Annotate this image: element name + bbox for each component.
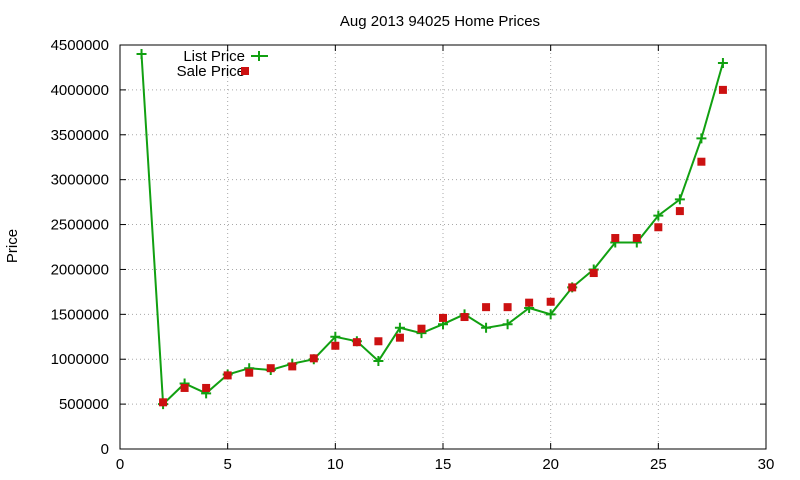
- y-tick-label: 1000000: [51, 351, 109, 368]
- y-tick-label: 1500000: [51, 306, 109, 323]
- series-line-list-price: [140, 53, 724, 407]
- sale-price-point: [331, 341, 340, 350]
- legend-label-list-price: List Price: [183, 48, 245, 65]
- x-tick-label: 10: [327, 456, 344, 473]
- y-tick-label: 2000000: [51, 261, 109, 278]
- sale-price-point: [374, 337, 383, 346]
- x-tick-label: 20: [542, 456, 559, 473]
- list-price-point: [696, 133, 707, 144]
- list-price-point: [373, 356, 384, 367]
- y-tick-label: 4500000: [51, 37, 109, 54]
- list-price-point: [394, 322, 405, 333]
- sale-price-point: [611, 234, 620, 243]
- sale-price-point: [309, 354, 318, 363]
- x-tick-label: 30: [758, 456, 775, 473]
- y-tick-label: 0: [101, 441, 109, 458]
- sale-price-point: [159, 398, 168, 407]
- y-tick-label: 3000000: [51, 172, 109, 189]
- legend-swatch-sale-price: [241, 67, 249, 75]
- sale-price-point: [223, 371, 232, 380]
- sale-price-point: [439, 313, 447, 322]
- x-tick-label: 0: [116, 456, 124, 473]
- list-price-point: [717, 57, 728, 68]
- sale-price-point: [503, 303, 512, 312]
- legend: List Price Sale Price: [177, 48, 268, 80]
- list-price-point: [674, 194, 685, 205]
- sale-price-point: [568, 283, 577, 292]
- plot-area: [136, 48, 728, 410]
- sale-price-point: [180, 383, 189, 392]
- list-price-point: [545, 309, 556, 320]
- chart-title: Aug 2013 94025 Home Prices: [340, 13, 540, 30]
- plot-frame: [119, 44, 767, 450]
- y-tick-label: 2500000: [51, 217, 109, 234]
- sale-price-point: [697, 157, 706, 166]
- sale-price-point: [675, 207, 684, 216]
- sale-price-point: [546, 297, 555, 306]
- sale-price-point: [202, 383, 211, 392]
- sale-price-point: [266, 364, 275, 373]
- axis-ticks: 0 500000 1000000 1500000 2000000 2500000 30000…: [51, 37, 775, 473]
- list-price-point: [502, 319, 513, 330]
- x-tick-label: 5: [223, 456, 231, 473]
- sale-price-point: [245, 368, 254, 377]
- list-price-point: [481, 322, 492, 333]
- grid: [120, 45, 766, 449]
- sale-price-point: [632, 234, 641, 243]
- x-tick-label: 25: [650, 456, 667, 473]
- sale-price-point: [352, 338, 361, 347]
- sale-price-point: [417, 324, 426, 333]
- y-tick-label: 3500000: [51, 127, 109, 144]
- sale-price-point: [395, 333, 404, 342]
- sale-price-point: [589, 269, 598, 278]
- legend-marker-list-price: [254, 51, 264, 61]
- list-price-point: [653, 210, 664, 221]
- sale-price-point: [654, 223, 663, 232]
- y-axis-label: Price: [4, 229, 21, 263]
- y-tick-label: 500000: [59, 396, 109, 413]
- sale-price-point: [482, 303, 491, 312]
- x-tick-label: 15: [435, 456, 452, 473]
- list-price-point: [330, 331, 341, 342]
- sale-price-point: [288, 362, 297, 371]
- sale-price-point: [525, 298, 534, 307]
- list-price-point: [136, 48, 147, 59]
- sale-price-point: [718, 85, 727, 94]
- legend-label-sale-price: Sale Price: [177, 63, 245, 80]
- y-tick-label: 4000000: [51, 82, 109, 99]
- sale-price-point: [460, 313, 469, 322]
